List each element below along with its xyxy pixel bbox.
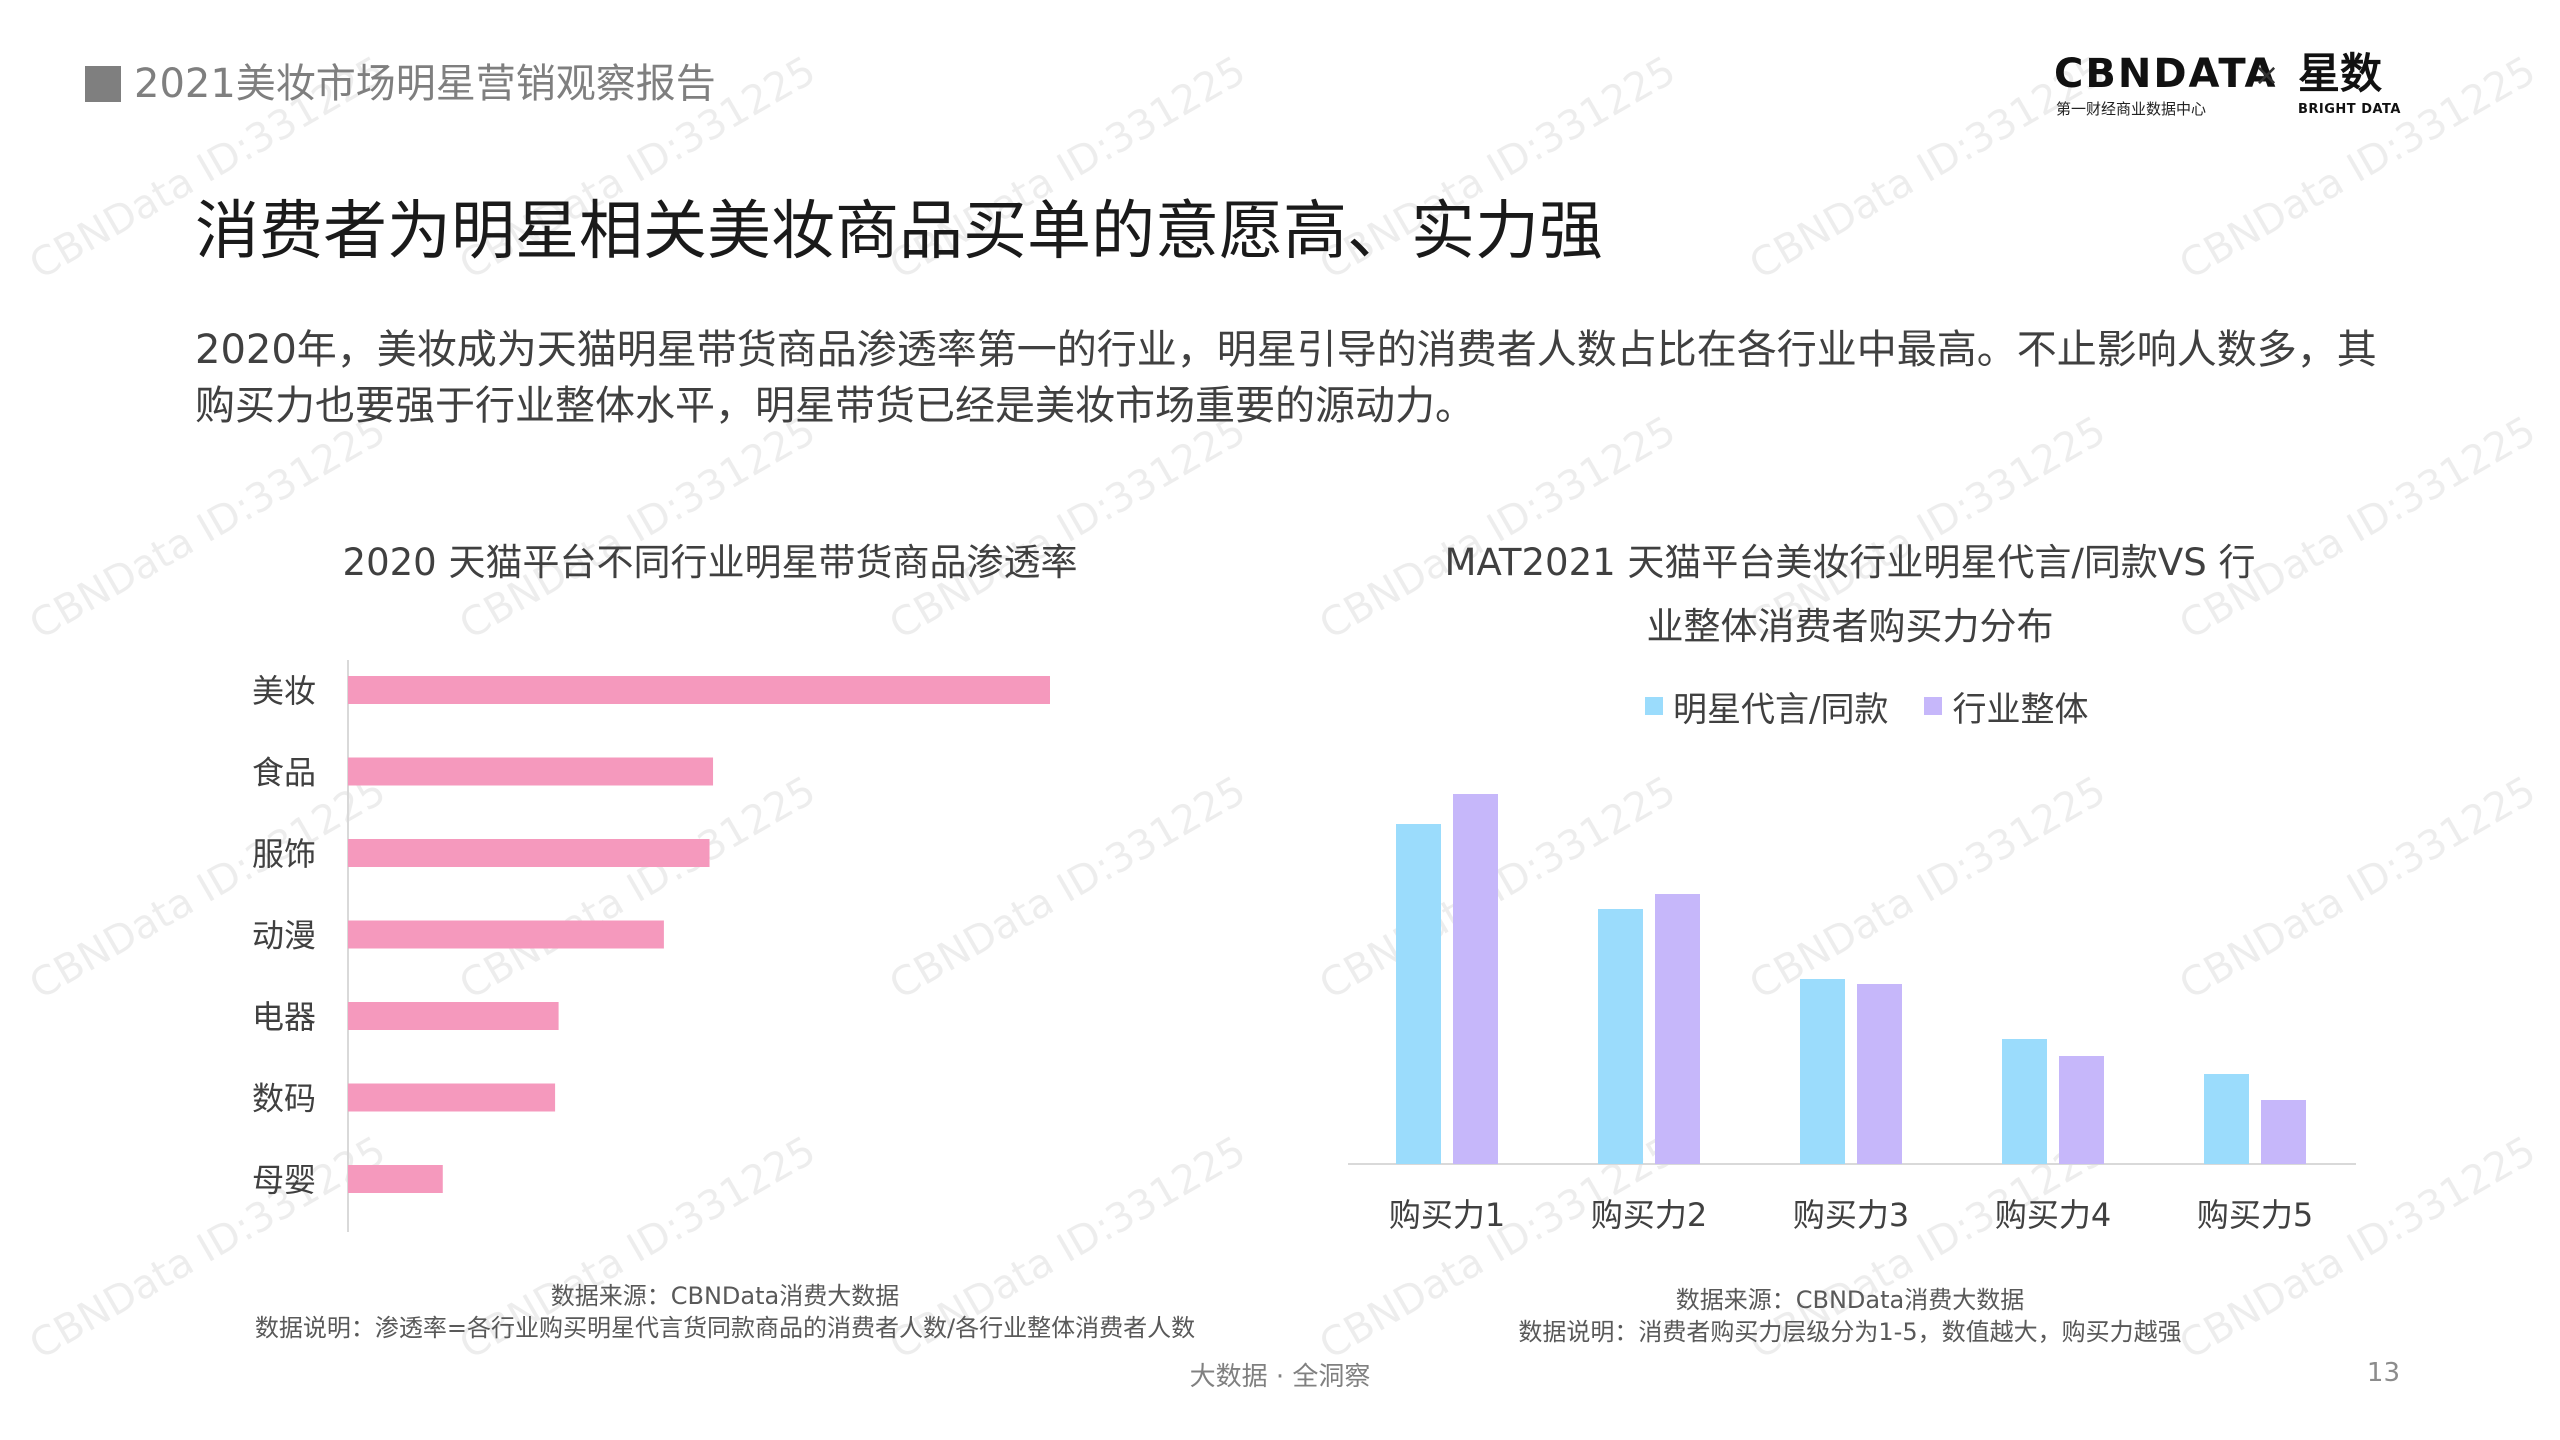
right-chart-source: 数据来源：CBNData消费大数据 (1675, 1286, 2025, 1314)
right-chart-legend: 明星代言/同款 行业整体 (1645, 686, 2124, 730)
intro-paragraph: 2020年，美妆成为天猫明星带货商品渗透率第一的行业，明星引导的消费者人数占比在… (195, 327, 2377, 429)
watermark-text: CBNData ID:331225 (882, 408, 1253, 649)
bar-6 (348, 1083, 556, 1112)
footer-tagline: 大数据 · 全洞察 (1189, 1362, 1371, 1392)
cbndata-logo-subtitle: 第一财经商业数据中心 (2056, 100, 2207, 118)
bar-2 (348, 757, 714, 786)
bar-industry-5 (2261, 1100, 2306, 1164)
right-chart-title-line1: MAT2021 天猫平台美妆行业明星代言/同款VS 行 (1444, 541, 2256, 584)
category-label-5: 电器 (252, 998, 316, 1036)
page-number: 13 (2366, 1358, 2400, 1388)
legend-label-celebrity: 明星代言/同款 (1673, 689, 1889, 730)
category-label-3: 服饰 (252, 835, 316, 873)
bar-celebrity-3 (1800, 979, 1845, 1164)
left-chart-title: 2020 天猫平台不同行业明星带货商品渗透率 (342, 541, 1078, 584)
category-label-6: 数码 (252, 1080, 316, 1118)
right-bar-chart: 购买力1 购买力2 购买力3 购买力4 购买力5 (1348, 794, 2356, 1234)
watermark-text: CBNData ID:331225 (22, 408, 393, 649)
cbndata-logo-text: CBNDATA (2054, 51, 2278, 97)
right-chart-note: 数据说明：消费者购买力层级分为1-5，数值越大，购买力越强 (1518, 1318, 2182, 1346)
category-label-2: 食品 (252, 754, 316, 792)
bar-celebrity-1 (1396, 824, 1441, 1164)
category-label-7: 母婴 (252, 1161, 316, 1199)
bar-industry-4 (2059, 1056, 2104, 1164)
bar-celebrity-5 (2204, 1074, 2249, 1164)
left-chart-source: 数据来源：CBNData消费大数据 (550, 1282, 900, 1310)
category-label-1: 购买力1 (1389, 1196, 1505, 1234)
bar-celebrity-2 (1598, 909, 1643, 1164)
bar-3 (348, 839, 710, 867)
xingshu-logo-text: 星数 (2298, 49, 2383, 98)
logo-separator: × (2254, 58, 2280, 93)
xingshu-logo-subtitle: BRIGHT DATA (2298, 102, 2401, 117)
bar-industry-2 (1655, 894, 1700, 1164)
bar-celebrity-4 (2002, 1039, 2047, 1164)
category-label-5: 购买力5 (2197, 1196, 2313, 1234)
report-title-marker (85, 66, 121, 102)
legend-item-industry: 行业整体 (1924, 682, 2088, 731)
watermark-text: CBNData ID:331225 (452, 408, 823, 649)
bar-7 (348, 1165, 443, 1193)
right-chart-title-line2: 业整体消费者购买力分布 (1646, 605, 2054, 648)
report-title: 2021美妆市场明星营销观察报告 (134, 61, 716, 107)
category-label-4: 动漫 (252, 917, 316, 955)
bar-industry-1 (1453, 794, 1498, 1164)
category-label-2: 购买力2 (1591, 1196, 1707, 1234)
legend-label-industry: 行业整体 (1952, 689, 2089, 730)
legend-item-celebrity: 明星代言/同款 (1645, 682, 1888, 731)
legend-swatch-industry (1924, 697, 1943, 715)
category-label-1: 美妆 (252, 672, 316, 710)
bar-1 (348, 676, 1050, 704)
page-headline: 消费者为明星相关美妆商品买单的意愿高、实力强 (195, 195, 1603, 269)
bar-industry-3 (1857, 984, 1902, 1164)
category-label-3: 购买力3 (1793, 1196, 1909, 1234)
brand-logo: CBNDATA 第一财经商业数据中心 × 星数 BRIGHT DATA (2050, 49, 2400, 122)
bar-4 (348, 920, 664, 949)
legend-swatch-celebrity (1645, 697, 1663, 715)
left-chart-note: 数据说明：渗透率=各行业购买明星代言货同款商品的消费者人数/各行业整体消费者人数 (254, 1314, 1196, 1342)
category-label-4: 购买力4 (1995, 1196, 2111, 1234)
bar-5 (348, 1002, 559, 1030)
